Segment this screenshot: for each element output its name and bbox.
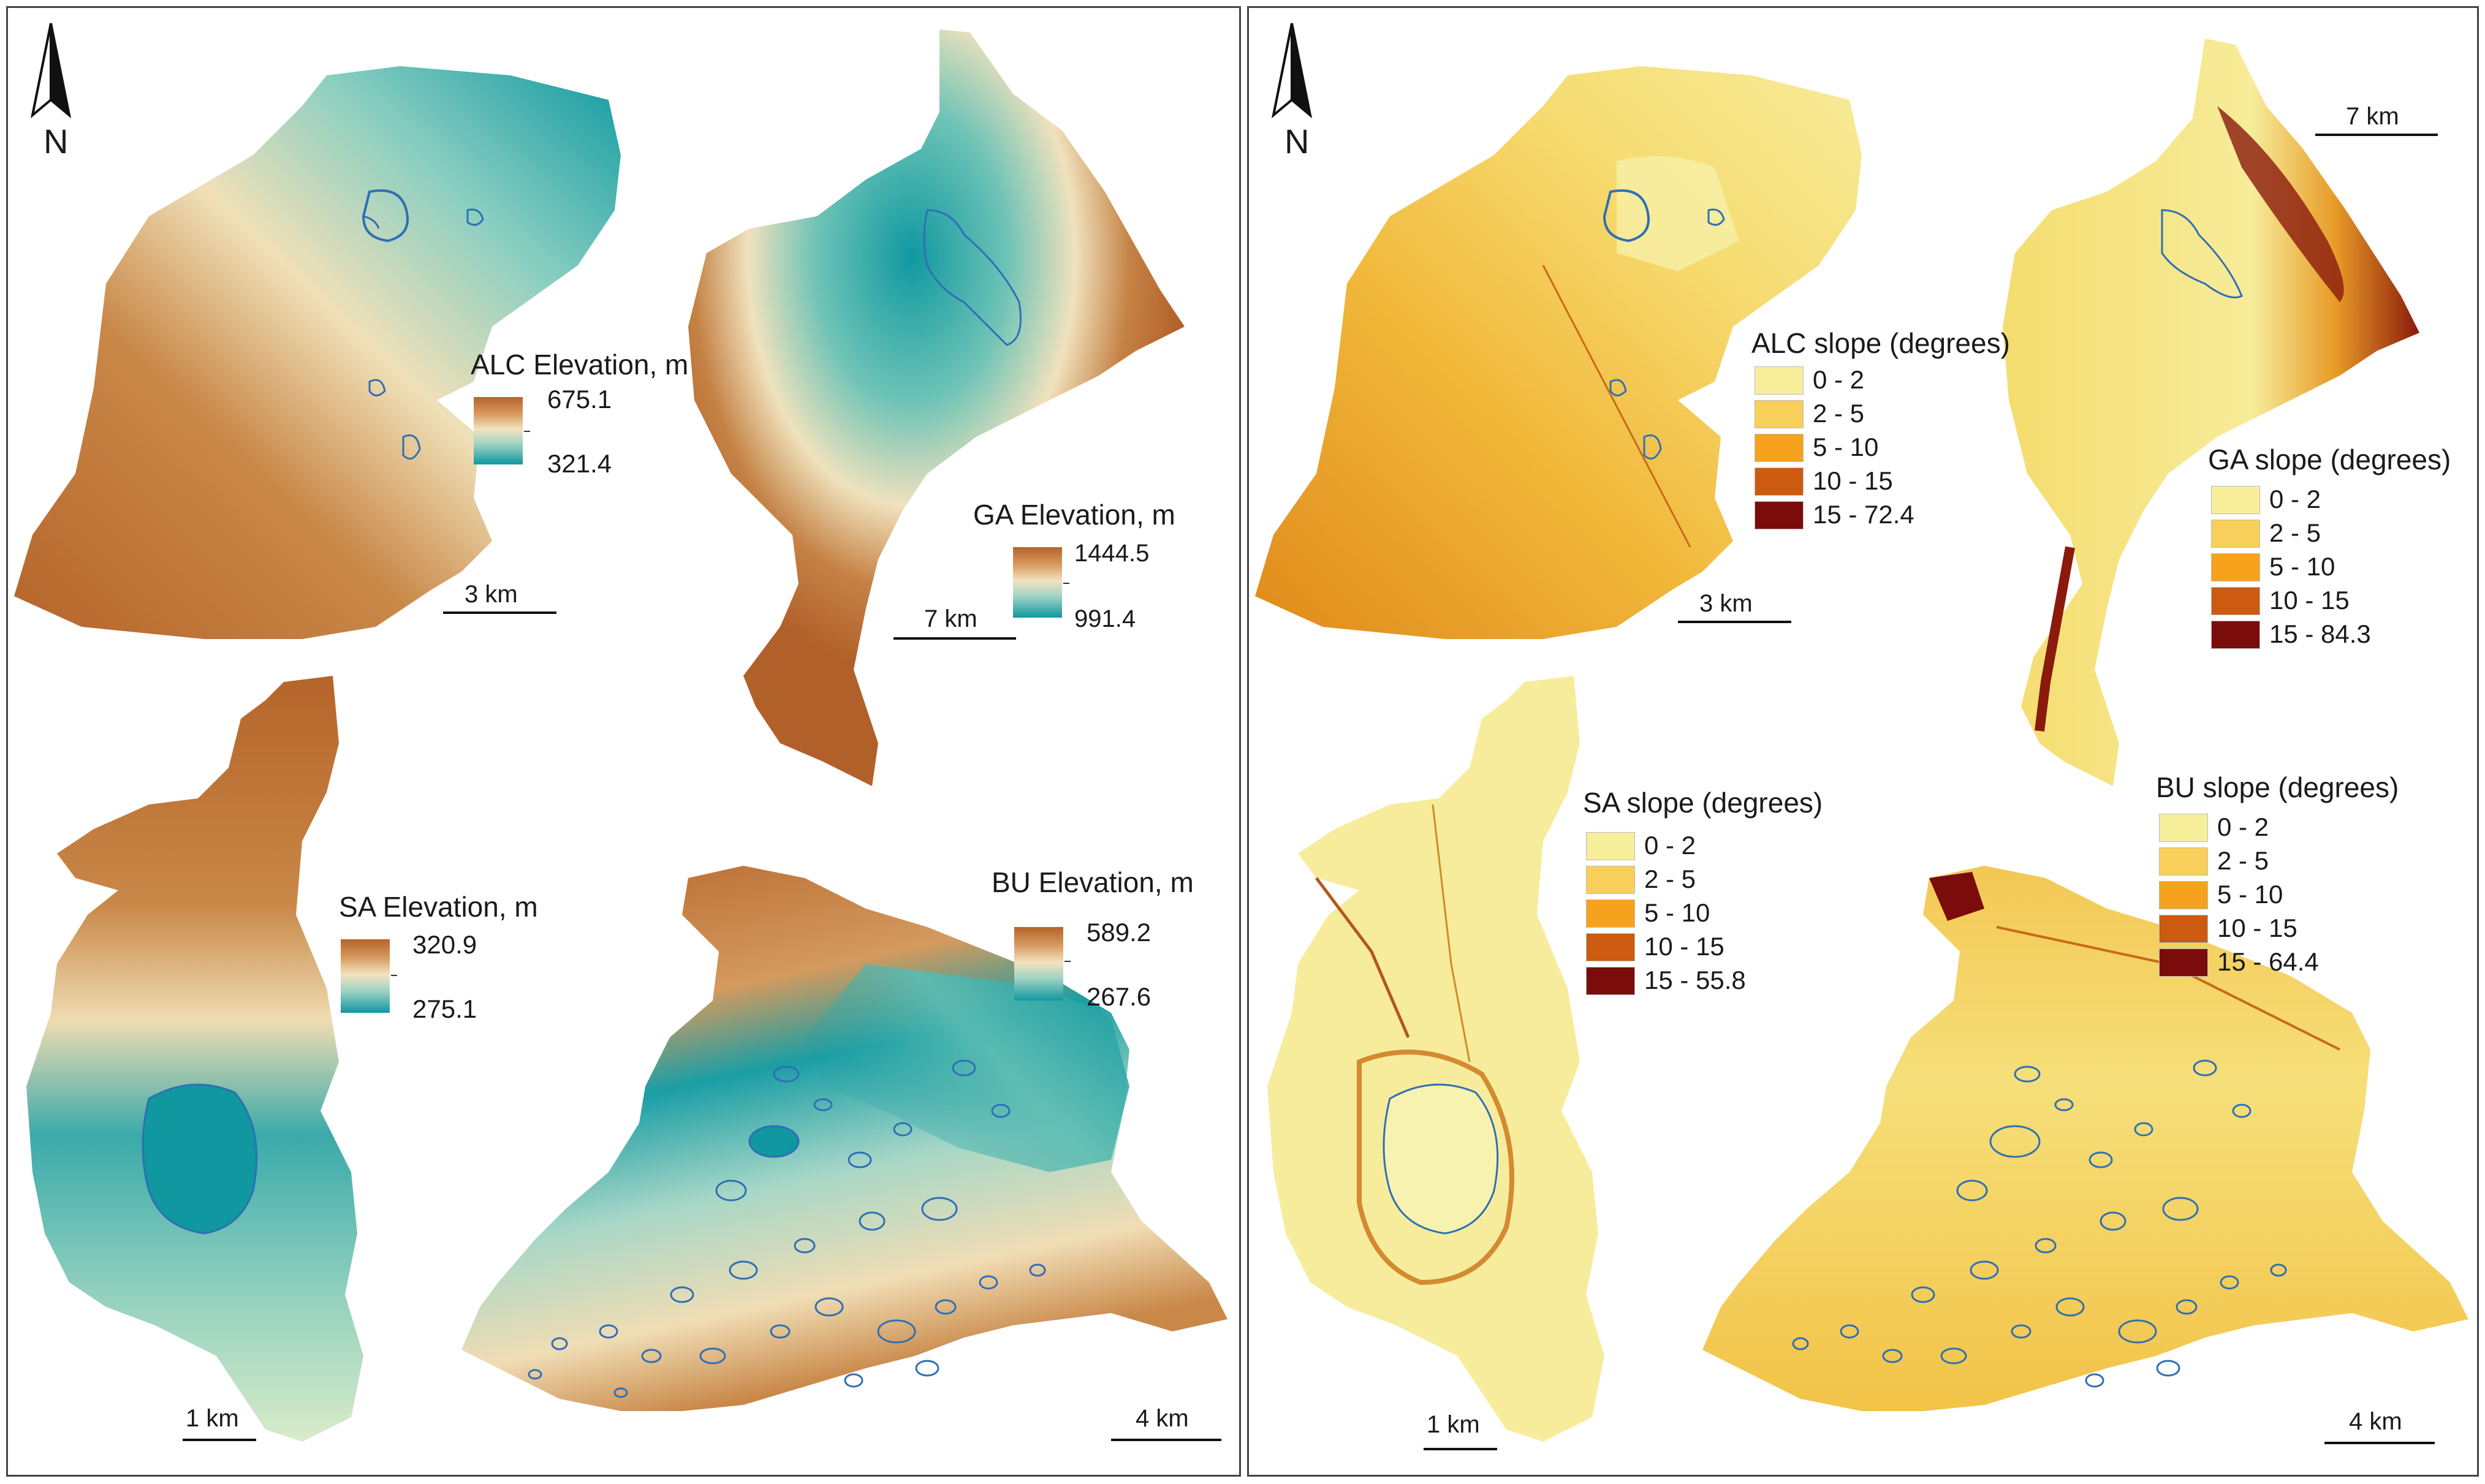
elevation-panel: ALC Elevation, m 675.1 321.4 3 km GA Ele… — [6, 6, 1241, 1477]
sa-elevation-min: 275.1 — [412, 994, 477, 1023]
ga-elevation-legend-title: GA Elevation, m — [973, 499, 1175, 531]
north-label: N — [1284, 122, 1310, 161]
ga-slope-legend-title: GA slope (degrees) — [2208, 444, 2451, 475]
bu-wetland-outlines — [1792, 1059, 2287, 1388]
alc-slope-class-label: 15 - 72.4 — [1813, 500, 1914, 529]
bu-slope-scale-bar — [2324, 1442, 2435, 1444]
alc-ramp-tick — [524, 431, 530, 432]
sa-slope-class-label: 5 - 10 — [1644, 898, 1710, 927]
alc-slope-class-swatch — [1755, 501, 1804, 529]
alc-slope-class-label: 10 - 15 — [1813, 466, 1893, 495]
alc-slope-class-swatch — [1755, 366, 1804, 395]
sa-slope-class-label: 15 - 55.8 — [1644, 966, 1746, 994]
alc-scale-bar — [443, 611, 556, 614]
sa-slope-scale-label: 1 km — [1427, 1411, 1480, 1438]
sa-slope-class-swatch — [1586, 832, 1635, 860]
ga-slope-class-swatch — [2211, 486, 2260, 514]
ga-elevation-min: 991.4 — [1074, 605, 1136, 632]
bu-wetland-outlines — [528, 1059, 1046, 1398]
ga-scale-bar — [893, 637, 1016, 640]
sa-slope-class-swatch — [1586, 899, 1635, 928]
alc-slope-scale-label: 3 km — [1699, 590, 1753, 617]
bu-slope-class-label: 15 - 64.4 — [2217, 947, 2319, 976]
alc-slope-scale-bar — [1678, 621, 1791, 623]
bu-elevation-color-ramp — [1014, 927, 1063, 1001]
bu-elevation-map — [461, 866, 1227, 1411]
sa-slope-class-swatch — [1586, 866, 1635, 894]
alc-slope-class-swatch — [1755, 400, 1804, 428]
ga-slope-map — [2003, 39, 2419, 786]
ga-slope-class-label: 0 - 2 — [2269, 485, 2321, 513]
bu-slope-class-swatch — [2159, 814, 2208, 842]
alc-slope-class-label: 2 - 5 — [1813, 399, 1865, 428]
sa-scale-label: 1 km — [186, 1405, 239, 1432]
alc-slope-map — [1255, 66, 1862, 639]
ga-slope-class-swatch — [2211, 621, 2260, 649]
bu-slope-class-swatch — [2159, 948, 2208, 977]
alc-slope-class-swatch — [1755, 468, 1804, 496]
sa-slope-class-label: 0 - 2 — [1644, 831, 1696, 860]
alc-elevation-map — [14, 66, 621, 639]
elevation-map-canvas — [14, 23, 1227, 1442]
ga-elevation-max: 1444.5 — [1074, 540, 1150, 567]
north-label: N — [44, 122, 69, 161]
ga-slope-class-label: 5 - 10 — [2269, 552, 2335, 581]
bu-scale-label: 4 km — [1136, 1405, 1189, 1432]
sa-elevation-legend-title: SA Elevation, m — [339, 891, 538, 923]
ga-ramp-tick — [1063, 583, 1069, 584]
ga-scale-label: 7 km — [924, 605, 977, 632]
ga-elevation-color-ramp — [1013, 547, 1062, 618]
bu-slope-class-label: 2 - 5 — [2217, 846, 2269, 875]
slope-panel: N ALC slope (degrees) 0 - 2 2 - 5 5 - 10 10… — [1247, 6, 2479, 1477]
alc-elevation-max: 675.1 — [547, 385, 612, 414]
bu-ramp-tick — [1064, 961, 1071, 962]
sa-ramp-tick — [391, 975, 397, 976]
ga-slope-class-label: 10 - 15 — [2269, 586, 2350, 615]
alc-elevation-legend-title: ALC Elevation, m — [471, 349, 689, 380]
ga-slope-class-label: 2 - 5 — [2269, 518, 2321, 547]
sa-slope-class-swatch — [1586, 967, 1635, 995]
ga-slope-class-swatch — [2211, 520, 2260, 548]
bu-slope-class-swatch — [2159, 915, 2208, 943]
alc-slope-legend-title: ALC slope (degrees) — [1751, 327, 2010, 359]
ga-slope-scale-label: 7 km — [2346, 103, 2399, 130]
bu-slope-class-swatch — [2159, 881, 2208, 909]
bu-elevation-legend-title: BU Elevation, m — [992, 866, 1194, 898]
ga-slope-scale-bar — [2315, 134, 2438, 136]
slope-map-canvas — [1255, 23, 2468, 1442]
sa-slope-class-label: 10 - 15 — [1644, 932, 1724, 961]
sa-elevation-max: 320.9 — [412, 930, 477, 959]
north-arrow-icon — [1271, 23, 1313, 119]
sa-elevation-color-ramp — [341, 939, 390, 1013]
bu-slope-scale-label: 4 km — [2349, 1408, 2402, 1435]
ga-slope-class-swatch — [2211, 553, 2260, 581]
north-arrow-icon — [30, 23, 72, 119]
alc-elevation-color-ramp — [474, 397, 523, 464]
sa-scale-bar — [183, 1439, 256, 1441]
alc-scale-label: 3 km — [465, 581, 518, 608]
alc-slope-class-label: 0 - 2 — [1813, 365, 1865, 394]
bu-elevation-min: 267.6 — [1087, 982, 1151, 1011]
bu-slope-class-label: 5 - 10 — [2217, 880, 2283, 909]
ga-slope-class-label: 15 - 84.3 — [2269, 619, 2371, 648]
bu-slope-class-swatch — [2159, 847, 2208, 876]
sa-elevation-map — [26, 676, 363, 1442]
sa-slope-map — [1267, 676, 1604, 1442]
bu-elevation-max: 589.2 — [1087, 918, 1151, 947]
sa-slope-legend-title: SA slope (degrees) — [1583, 787, 1823, 819]
alc-slope-class-label: 5 - 10 — [1813, 433, 1879, 461]
bu-slope-class-label: 10 - 15 — [2217, 914, 2297, 942]
sa-slope-scale-bar — [1424, 1448, 1497, 1450]
bu-scale-bar — [1111, 1439, 1221, 1441]
sa-slope-class-swatch — [1586, 933, 1635, 961]
alc-elevation-min: 321.4 — [547, 449, 612, 478]
alc-slope-class-swatch — [1755, 434, 1804, 462]
bu-slope-legend-title: BU slope (degrees) — [2156, 771, 2399, 803]
bu-slope-class-label: 0 - 2 — [2217, 812, 2269, 841]
bu-slope-map — [1702, 866, 2468, 1411]
sa-slope-class-label: 2 - 5 — [1644, 865, 1696, 893]
ga-slope-class-swatch — [2211, 587, 2260, 615]
ga-elevation-map — [688, 29, 1185, 786]
